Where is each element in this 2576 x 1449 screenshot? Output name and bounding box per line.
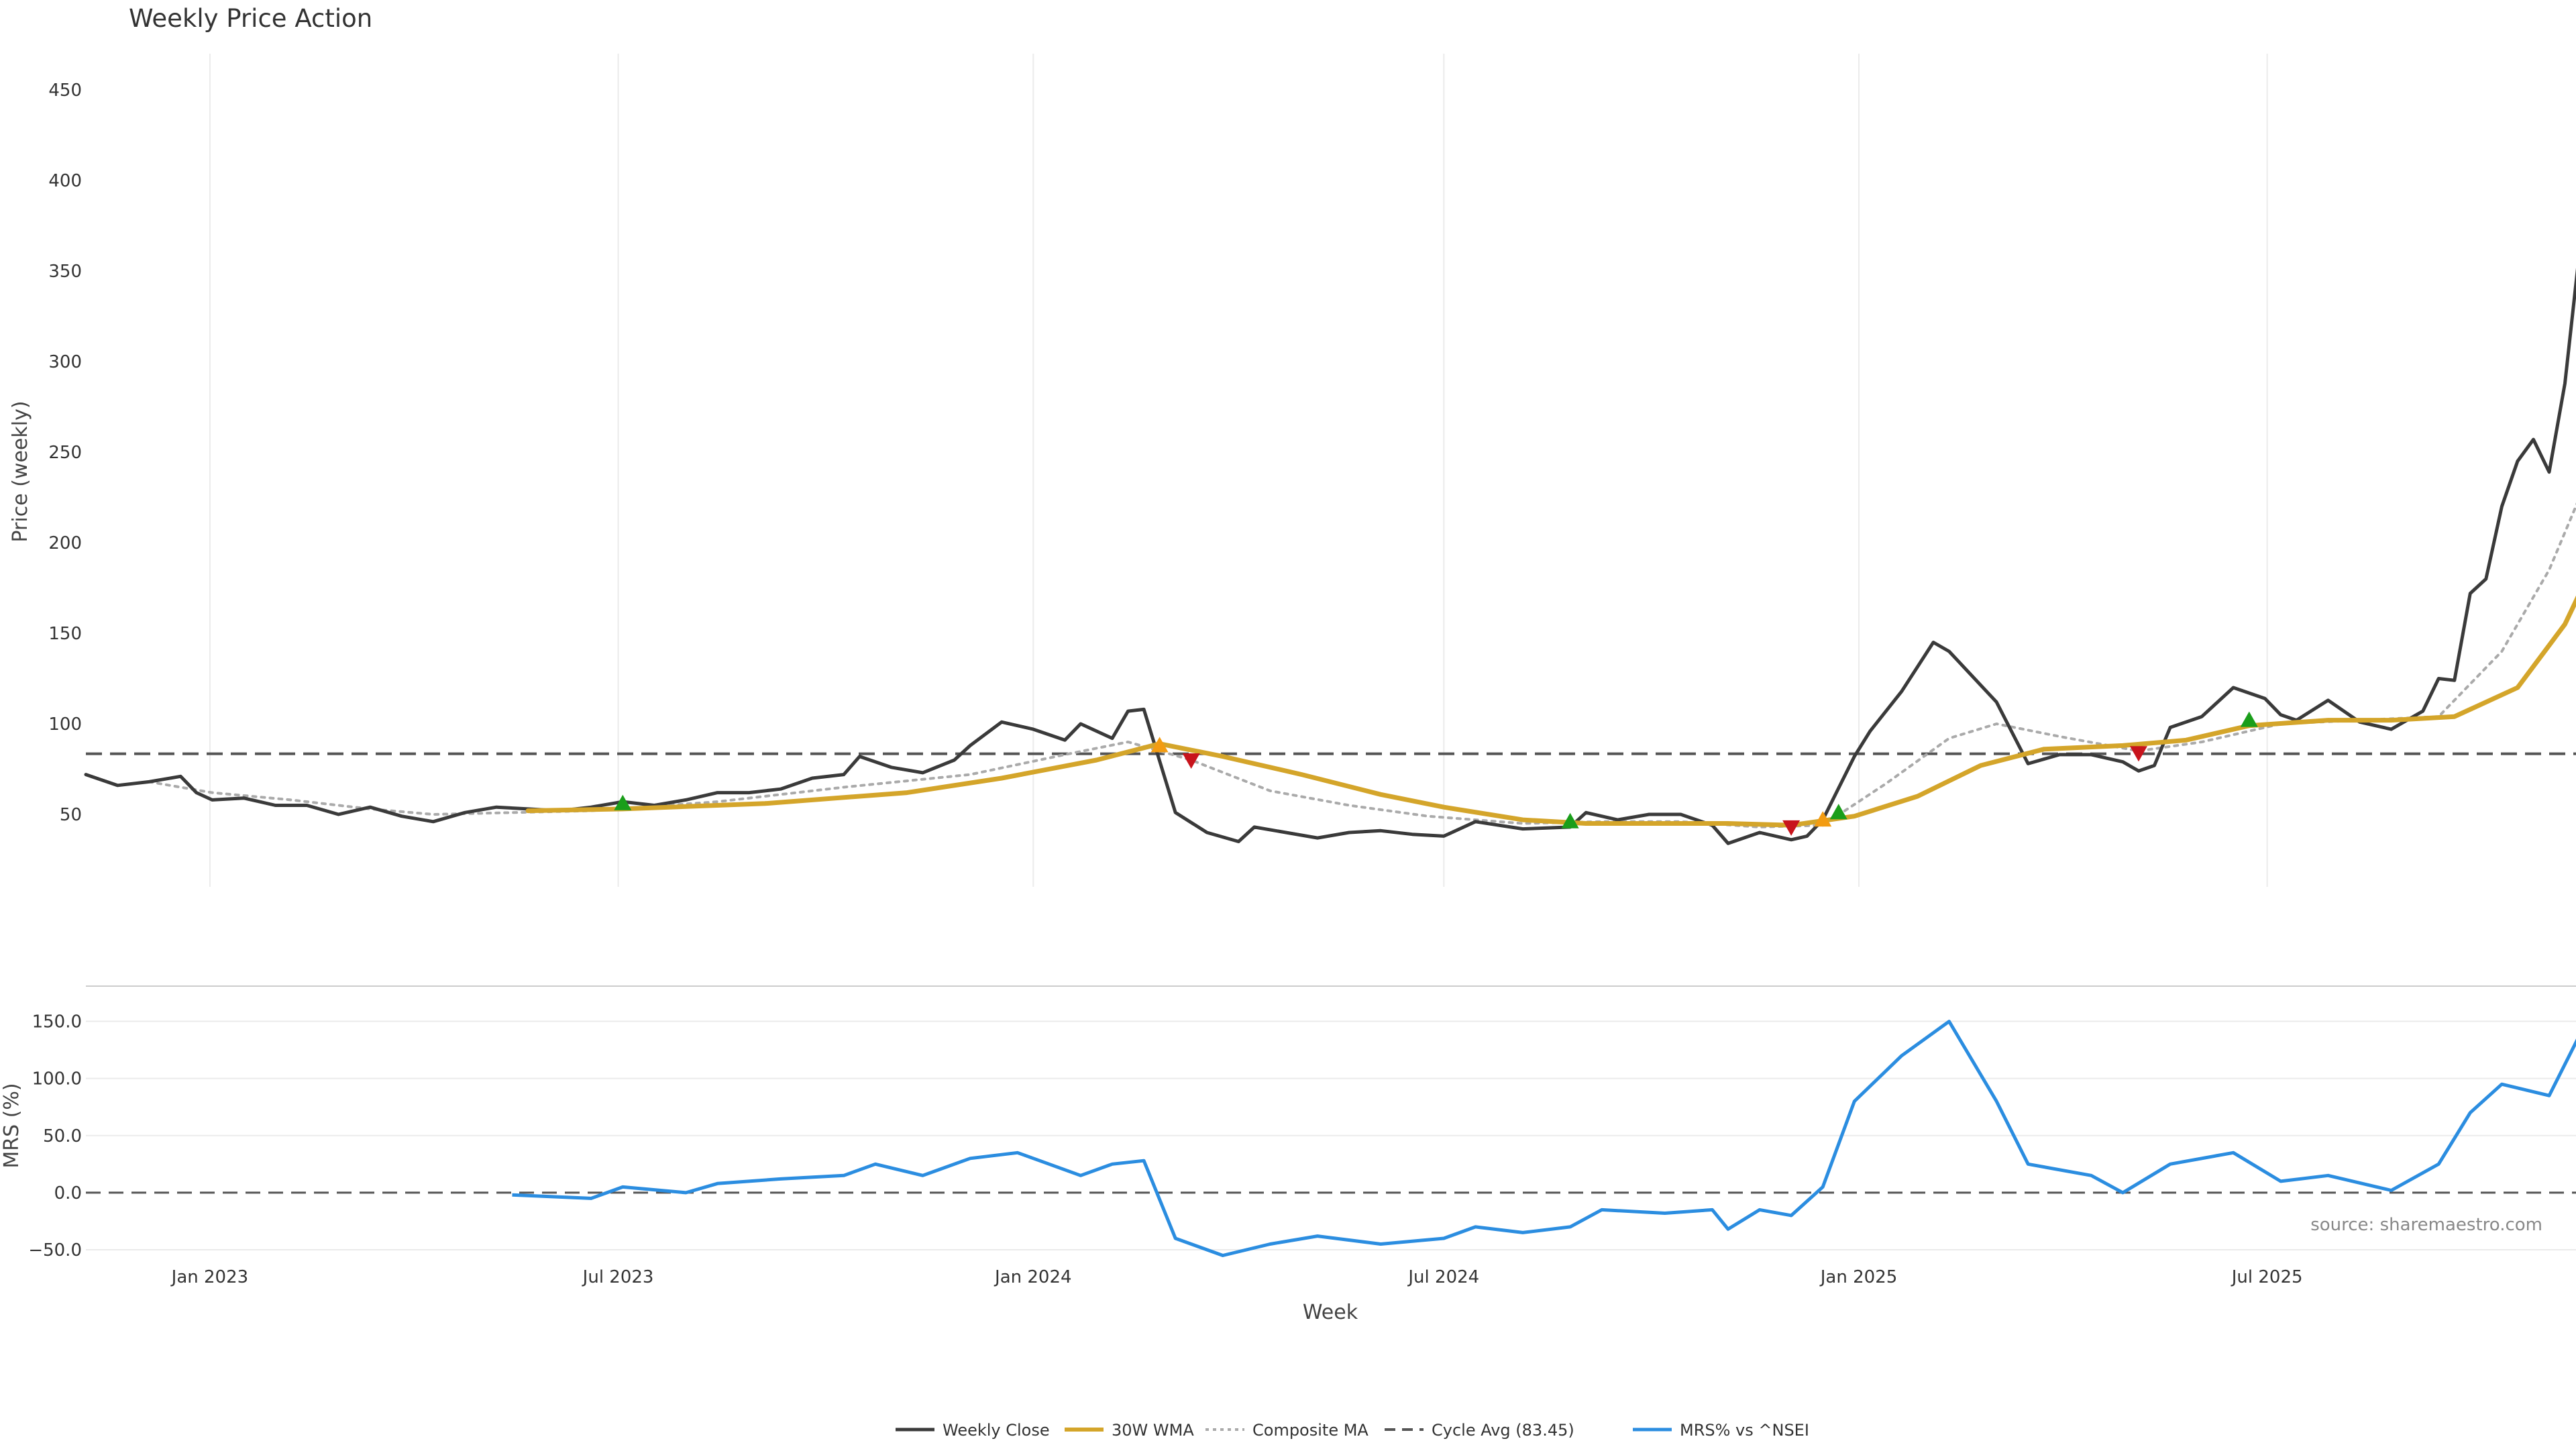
signal-marker-warn bbox=[1150, 737, 1169, 753]
signal-markers bbox=[614, 711, 2258, 836]
x-tick-label: Jul 2023 bbox=[582, 1267, 654, 1287]
signal-marker-sell bbox=[2130, 746, 2147, 762]
mrs-y-tick-label: −50.0 bbox=[28, 1240, 82, 1260]
chart-title: Weekly Price Action bbox=[129, 4, 372, 33]
price-grid bbox=[209, 54, 2268, 887]
series-line-mrs bbox=[512, 1020, 2576, 1257]
price-y-tick-label: 400 bbox=[48, 171, 82, 191]
x-axis: Jan 2023 Jul 2023 Jan 2024 Jul 2024 Jan 2025… bbox=[170, 1267, 2303, 1287]
mrs-grid bbox=[86, 1020, 2576, 1250]
x-tick-label: Jul 2025 bbox=[2231, 1267, 2303, 1287]
price-y-tick-label: 300 bbox=[48, 352, 82, 372]
signal-marker-buy bbox=[1561, 812, 1579, 828]
signal-marker-sell bbox=[1182, 753, 1200, 769]
x-tick-label: Jan 2024 bbox=[994, 1267, 1072, 1287]
legend-label-composite: Composite MA bbox=[1252, 1421, 1368, 1440]
signal-marker-buy bbox=[2240, 711, 2258, 727]
x-tick-label: Jul 2024 bbox=[1407, 1267, 1479, 1287]
mrs-series-group bbox=[512, 1020, 2576, 1257]
source-text: source: sharemaestro.com bbox=[2310, 1215, 2542, 1235]
mrs-y-axis: −50.0 0.0 50.0 100.0 150.0 bbox=[28, 1012, 82, 1260]
x-axis-label: Week bbox=[1303, 1301, 1358, 1324]
mrs-y-tick-label: 100.0 bbox=[32, 1069, 82, 1089]
signal-marker-buy bbox=[1829, 804, 1847, 820]
legend-label-cycle_avg: Cycle Avg (83.45) bbox=[1432, 1421, 1574, 1440]
legend: Weekly Close 30W WMA Composite MA Cycle Avg… bbox=[896, 1421, 1809, 1440]
signal-marker-sell bbox=[1782, 820, 1801, 836]
legend-label-mrs: MRS% vs ^NSEI bbox=[1680, 1421, 1809, 1440]
mrs-y-axis-label: MRS (%) bbox=[0, 1083, 23, 1168]
signal-marker-buy bbox=[614, 794, 632, 810]
price-y-tick-label: 100 bbox=[48, 714, 82, 735]
price-y-axis-label: Price (weekly) bbox=[9, 400, 32, 542]
price-y-axis: 50 100 150 200 250 300 350 400 450 bbox=[48, 80, 82, 825]
mrs-y-tick-label: 0.0 bbox=[54, 1183, 82, 1203]
series-line-composite bbox=[148, 502, 2576, 828]
mrs-y-tick-label: 50.0 bbox=[43, 1126, 82, 1146]
series-line-close bbox=[84, 268, 2576, 845]
signal-marker-warn bbox=[1814, 811, 1832, 827]
price-y-tick-label: 150 bbox=[48, 624, 82, 644]
series-line-wma bbox=[525, 595, 2576, 828]
price-y-tick-label: 50 bbox=[60, 805, 82, 825]
x-tick-label: Jan 2025 bbox=[1819, 1267, 1898, 1287]
price-y-tick-label: 350 bbox=[48, 262, 82, 282]
price-y-tick-label: 200 bbox=[48, 533, 82, 553]
price-y-tick-label: 450 bbox=[48, 80, 82, 101]
legend-label-close: Weekly Close bbox=[943, 1421, 1050, 1440]
price-series-group bbox=[84, 268, 2576, 845]
price-y-tick-label: 250 bbox=[48, 443, 82, 463]
mrs-y-tick-label: 150.0 bbox=[32, 1012, 82, 1032]
x-tick-label: Jan 2023 bbox=[170, 1267, 249, 1287]
legend-label-wma: 30W WMA bbox=[1112, 1421, 1194, 1440]
